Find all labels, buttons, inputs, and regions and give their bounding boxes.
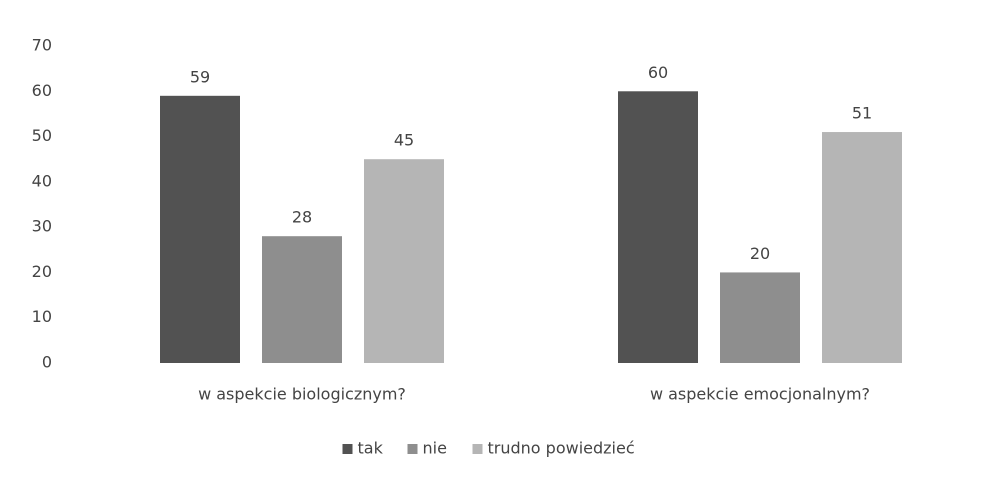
y-tick-label: 50 [32,126,52,145]
bar [160,95,240,364]
data-label: 45 [394,131,414,150]
legend-label: trudno powiedzieć [488,439,635,458]
legend-label: tak [358,439,384,458]
x-tick-label: w aspekcie biologicznym? [198,385,406,404]
y-tick-label: 70 [32,36,52,55]
data-label: 28 [292,208,312,227]
data-label: 60 [648,63,668,82]
y-tick-label: 10 [32,307,52,326]
bar [618,91,698,364]
bar [262,236,342,363]
data-label: 51 [852,104,872,123]
bar [720,272,800,363]
y-tick-label: 20 [32,262,52,281]
y-tick-label: 60 [32,81,52,100]
x-tick-label: w aspekcie emocjonalnym? [650,385,870,404]
bar [364,159,444,363]
y-tick-label: 40 [32,171,52,190]
data-label: 59 [190,67,210,86]
legend-swatch [342,444,353,454]
legend-label: nie [423,439,447,458]
legend-swatch [407,444,418,454]
data-label: 20 [750,244,770,263]
bar [822,132,902,363]
legend-swatch [472,444,483,454]
y-tick-label: 30 [32,217,52,236]
y-tick-label: 0 [42,353,52,372]
